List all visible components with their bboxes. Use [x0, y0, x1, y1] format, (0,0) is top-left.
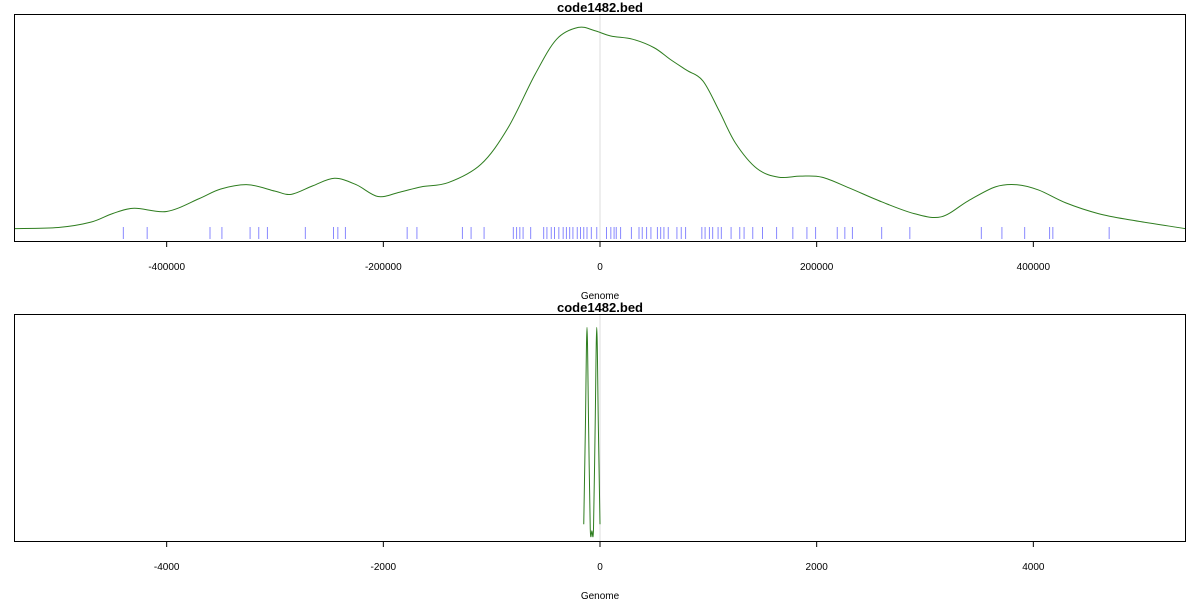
x-tick-label: -400000: [148, 262, 185, 273]
x-tick-label: 2000: [806, 562, 829, 573]
rug-marks-top: [122, 227, 1110, 239]
x-axis-ticks-bottom: -4000 -2000 0 2000 4000: [154, 541, 1045, 573]
chart-title-bottom: code1482.bed: [557, 300, 643, 315]
chart-title-top: code1482.bed: [557, 0, 643, 15]
x-tick-label: 0: [597, 262, 603, 273]
x-tick-label: 4000: [1022, 562, 1045, 573]
x-axis-label-top: Genome: [581, 291, 620, 302]
density-panel-bottom: code1482.bed -4000 -2000 0 2000 4000 Genome: [14, 300, 1186, 600]
x-tick-label: -200000: [365, 262, 402, 273]
x-tick-label: -4000: [154, 562, 180, 573]
x-tick-label: 0: [597, 562, 603, 573]
x-axis-label-bottom: Genome: [581, 591, 620, 600]
x-tick-label: 200000: [800, 262, 834, 273]
density-curve-top: [14, 26, 1186, 230]
x-axis-ticks-top: -400000 -200000 0 200000 400000: [148, 241, 1050, 273]
x-tick-label: 400000: [1017, 262, 1051, 273]
density-curve-bottom: [583, 326, 601, 538]
x-tick-label: -2000: [371, 562, 397, 573]
density-panel-top: code1482.bed -400000 -200000 0 200000 400000…: [14, 0, 1186, 302]
